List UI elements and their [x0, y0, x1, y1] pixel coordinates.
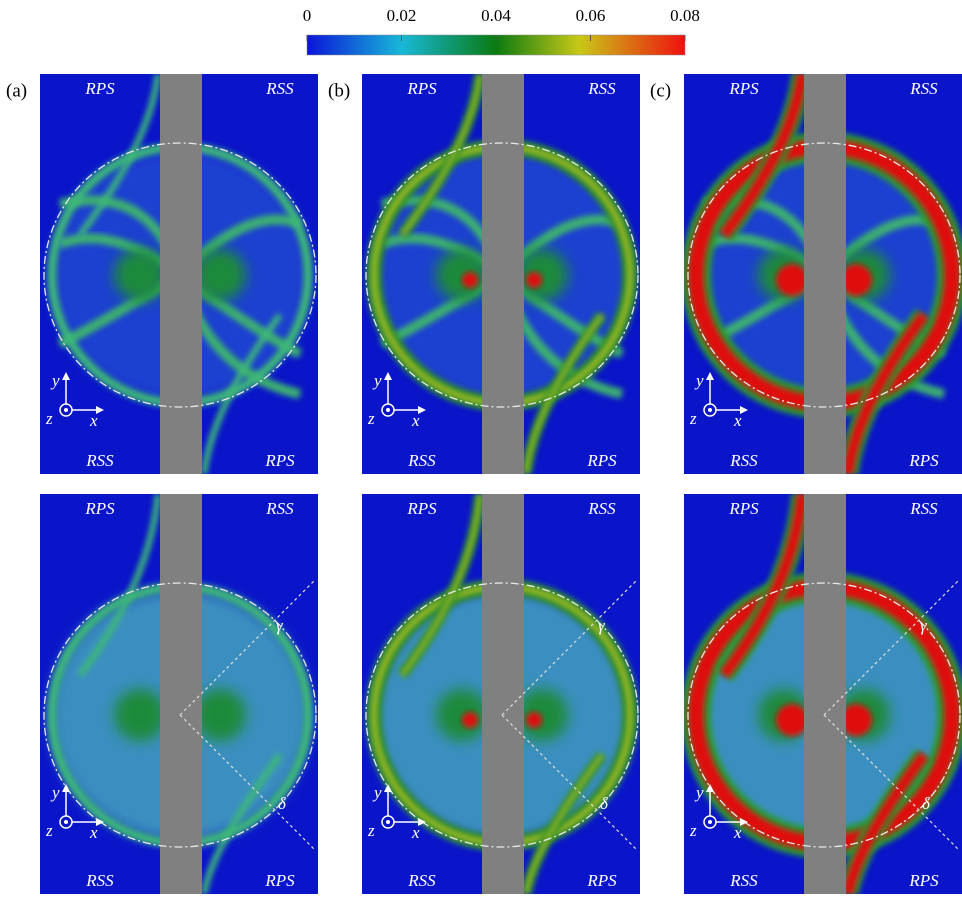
axis-label: y — [50, 371, 60, 390]
figure: 00.020.040.060.08RPSRSSRSSRPSyzx(a)RPSRS… — [0, 0, 962, 912]
axis-origin-dot — [708, 408, 712, 412]
axis-label: y — [372, 783, 382, 802]
axis-label: x — [733, 823, 742, 842]
core-peak — [462, 272, 478, 288]
region-label: RPS — [406, 79, 437, 98]
panel: γδRPSRSSRSSRPSyzx — [40, 494, 318, 894]
field — [362, 74, 640, 474]
region-label: RPS — [728, 79, 759, 98]
axis-label: z — [367, 409, 375, 428]
panel: RPS RSS RSS RPS yz x — [362, 74, 640, 474]
axis-origin-dot — [64, 820, 68, 824]
field — [362, 494, 640, 894]
axis-label: y — [694, 371, 704, 390]
region-label: RSS — [909, 79, 938, 98]
colorbar-tick-label: 0.06 — [576, 6, 606, 25]
region-label: RPS — [264, 871, 295, 890]
region-label: RPS — [908, 451, 939, 470]
axis-label: z — [367, 821, 375, 840]
rod — [804, 74, 846, 474]
rod — [160, 494, 202, 894]
region-label: RSS — [909, 499, 938, 518]
panel: RPS RSS RSS RPS yz x — [684, 74, 962, 474]
core-peak — [776, 704, 808, 736]
colorbar-tick-label: 0.02 — [387, 6, 417, 25]
field — [40, 494, 318, 894]
region-label: RSS — [729, 871, 758, 890]
region-label: RSS — [85, 871, 114, 890]
region-label: RPS — [84, 499, 115, 518]
rod — [160, 74, 202, 474]
rod — [804, 494, 846, 894]
region-label: RSS — [265, 499, 294, 518]
axis-label: x — [411, 411, 420, 430]
axis-label: z — [689, 409, 697, 428]
region-label: RSS — [265, 79, 294, 98]
axis-label: x — [411, 823, 420, 842]
axis-origin-dot — [386, 820, 390, 824]
region-label: RSS — [85, 451, 114, 470]
delta-label: δ — [600, 794, 609, 813]
region-label: RSS — [407, 451, 436, 470]
rod — [482, 74, 524, 474]
region-label: RPS — [728, 499, 759, 518]
panel: RPS RSS RSS RPS yz x — [40, 74, 318, 474]
axis-origin-dot — [708, 820, 712, 824]
axis-label: y — [50, 783, 60, 802]
delta-label: δ — [922, 794, 931, 813]
core — [436, 689, 488, 741]
axis-origin-dot — [64, 408, 68, 412]
core — [114, 249, 166, 301]
core-peak — [526, 272, 542, 288]
region-label: RPS — [908, 871, 939, 890]
axis-label: y — [694, 783, 704, 802]
colorbar-tick-label: 0.04 — [481, 6, 511, 25]
region-label: RPS — [586, 451, 617, 470]
region-label: RPS — [84, 79, 115, 98]
panel: γδRPSRSSRSSRPSyzx — [362, 494, 640, 894]
core-peak — [462, 712, 478, 728]
colorbar-tick-label: 0.08 — [670, 6, 700, 25]
core-peak — [776, 264, 808, 296]
axis-label: x — [89, 411, 98, 430]
colorbar-tick-label: 0 — [303, 6, 312, 25]
axis-origin-dot — [386, 408, 390, 412]
axis-label: z — [45, 821, 53, 840]
region-label: RSS — [587, 499, 616, 518]
panel-label: (b) — [328, 80, 350, 101]
axis-label: z — [689, 821, 697, 840]
delta-label: δ — [278, 794, 287, 813]
rod — [482, 494, 524, 894]
region-label: RPS — [406, 499, 437, 518]
panel-label: (a) — [6, 80, 27, 101]
region-label: RSS — [407, 871, 436, 890]
core — [114, 689, 166, 741]
region-label: RPS — [586, 871, 617, 890]
region-label: RSS — [729, 451, 758, 470]
panel-label: (c) — [650, 80, 671, 101]
region-label: RPS — [264, 451, 295, 470]
axis-label: y — [372, 371, 382, 390]
axis-label: x — [89, 823, 98, 842]
field — [684, 74, 962, 474]
core-peak — [526, 712, 542, 728]
axis-label: x — [733, 411, 742, 430]
field — [40, 74, 318, 474]
core — [436, 249, 488, 301]
field — [684, 494, 962, 894]
axis-label: z — [45, 409, 53, 428]
region-label: RSS — [587, 79, 616, 98]
